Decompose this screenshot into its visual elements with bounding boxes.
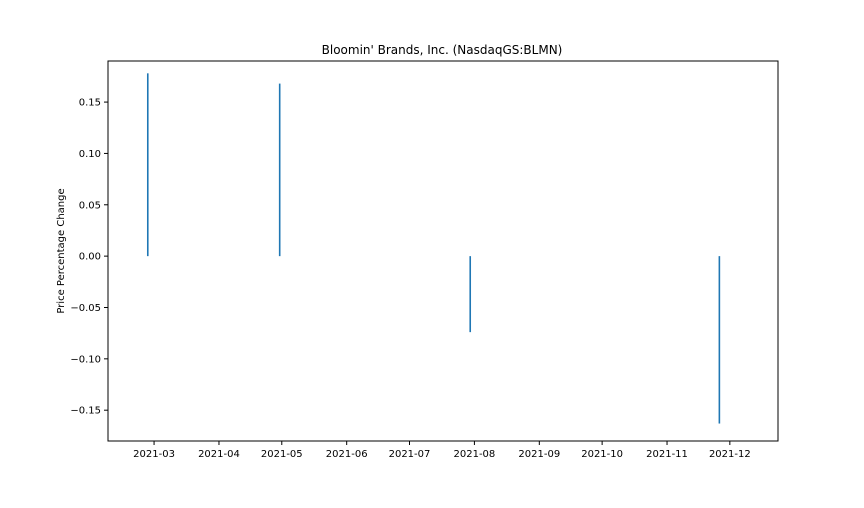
x-axis-ticks: 2021-03 2021-04 2021-05 2021-06 2021-07 2021-…	[133, 441, 751, 460]
x-tick-label: 2021-07	[389, 449, 431, 460]
y-axis-label: Price Percentage Change	[56, 188, 67, 313]
y-tick-label: 0.15	[79, 98, 101, 109]
bar	[718, 256, 721, 424]
y-tick-label: 0.05	[79, 200, 101, 211]
x-tick-label: 2021-03	[133, 449, 175, 460]
x-tick-label: 2021-12	[709, 449, 751, 460]
x-tick-label: 2021-10	[581, 449, 623, 460]
plot-frame	[107, 60, 779, 442]
x-tick-label: 2021-04	[198, 449, 240, 460]
y-tick-label: 0.10	[79, 149, 101, 160]
y-axis-ticks: −0.15 −0.10 −0.05 0.00 0.05 0.10 0.15	[70, 98, 108, 417]
x-tick-label: 2021-08	[454, 449, 496, 460]
y-tick-label: −0.10	[70, 354, 101, 365]
y-tick-label: −0.05	[70, 303, 101, 314]
bar	[146, 73, 149, 257]
x-tick-label: 2021-11	[646, 449, 688, 460]
x-tick-label: 2021-06	[326, 449, 368, 460]
x-tick-label: 2021-09	[518, 449, 560, 460]
chart-title: Bloomin' Brands, Inc. (NasdaqGS:BLMN)	[322, 43, 563, 57]
bars	[146, 73, 721, 424]
y-tick-label: −0.15	[70, 406, 101, 417]
bar	[469, 256, 472, 333]
x-tick-label: 2021-05	[261, 449, 303, 460]
bar	[278, 83, 281, 257]
y-tick-label: 0.00	[79, 252, 101, 263]
